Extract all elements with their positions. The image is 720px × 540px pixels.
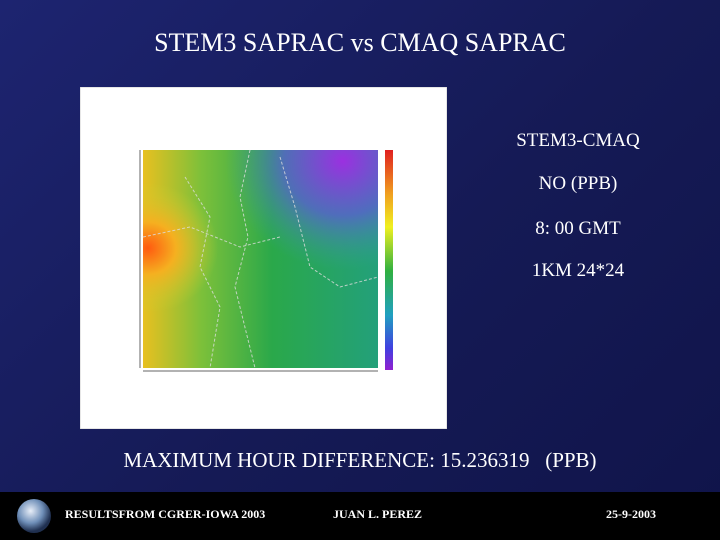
footer-source: RESULTSFROM CGRER-IOWA 2003: [65, 507, 266, 521]
footer: RESULTSFROM CGRER-IOWA 2003 JUAN L. PERE…: [0, 492, 720, 540]
caption: MAXIMUM HOUR DIFFERENCE: 15.236319 (PPB): [123, 448, 597, 472]
map-image: [80, 87, 447, 429]
panel-line: 1KM 24*24: [531, 260, 625, 281]
panel-line: STEM3-CMAQ: [516, 130, 640, 151]
globe-icon: [17, 499, 51, 533]
panel-line: NO (PPB): [538, 173, 618, 194]
slide-title: STEM3 SAPRAC vs CMAQ SAPRAC: [154, 28, 566, 57]
footer-date: 25-9-2003: [606, 507, 656, 521]
footer-author: JUAN L. PEREZ: [333, 507, 423, 521]
panel-line: 8: 00 GMT: [535, 218, 621, 239]
